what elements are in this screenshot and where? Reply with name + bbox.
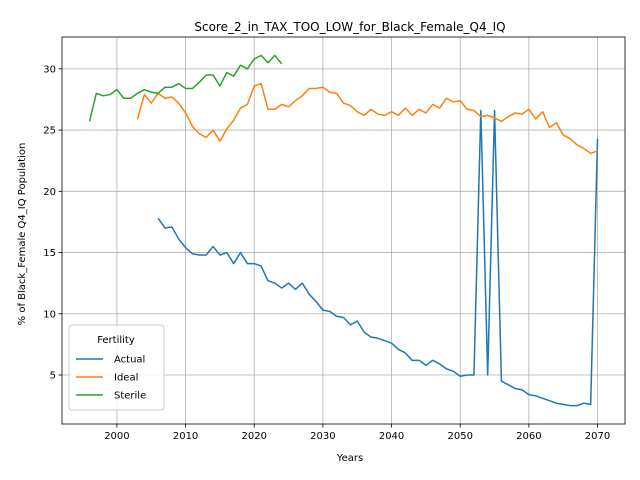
x-tick-label: 2000 [104,431,129,442]
legend-box [68,324,165,411]
y-tick-label: 25 [43,126,56,137]
y-tick-label: 10 [43,309,56,320]
x-tick-label: 2040 [379,431,404,442]
plot-frame [61,36,626,425]
y-tick-label: 20 [43,187,56,198]
x-tick-label: 2020 [242,431,267,442]
series-line-sterile [88,54,283,122]
x-tick-label: 2030 [310,431,335,442]
series-lines [88,54,599,407]
series-line-ideal [136,82,598,155]
x-tick-label: 2050 [447,431,472,442]
y-tick-label: 5 [50,371,56,382]
x-axis-ticks: 2000 2010 2020 2030 2040 2050 2060 2070 [104,424,610,442]
x-tick-label: 2060 [516,431,541,442]
legend-label-actual: Actual [114,355,145,366]
series-line-actual [157,109,599,407]
x-tick-label: 2010 [173,431,198,442]
legend-label-ideal: Ideal [114,373,138,384]
y-axis-label: % of Black_Female Q4_IQ Population [17,143,28,326]
y-axis-ticks: 5 10 15 20 25 30 [43,64,62,382]
y-tick-label: 30 [43,64,56,75]
chart-title: Score_2_in_TAX_TOO_LOW_for_Black_Female_… [194,20,505,34]
y-tick-label: 15 [43,248,56,259]
legend-label-sterile: Sterile [114,391,146,402]
x-tick-label: 2070 [585,431,610,442]
legend-title: Fertility [97,335,135,346]
x-axis-label: Years [336,453,363,464]
legend: Fertility Actual Ideal Sterile [68,324,165,411]
legend-entries: Actual Ideal Sterile [76,355,146,402]
